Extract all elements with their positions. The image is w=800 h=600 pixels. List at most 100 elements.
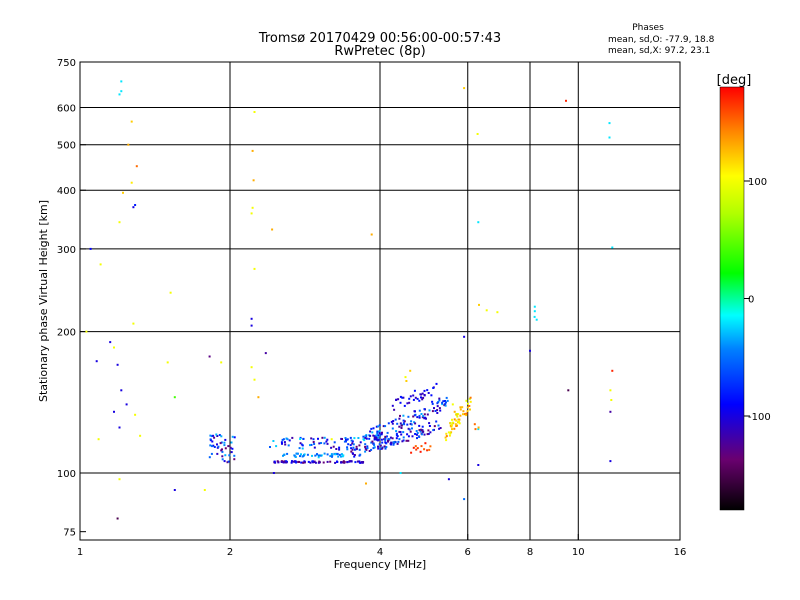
data-point	[311, 460, 314, 463]
data-point	[298, 447, 301, 450]
data-point	[409, 430, 412, 433]
data-point	[253, 267, 256, 270]
data-point	[228, 454, 231, 457]
data-point	[351, 440, 354, 443]
data-point	[406, 423, 409, 426]
data-point	[346, 438, 349, 441]
data-point	[533, 310, 536, 313]
y-tick-label: 400	[57, 186, 76, 197]
data-point	[351, 452, 354, 455]
data-point	[291, 436, 294, 439]
data-point	[395, 430, 398, 433]
data-point	[431, 402, 434, 405]
data-point	[317, 437, 319, 440]
data-point	[369, 430, 372, 433]
data-point	[233, 458, 236, 461]
data-point	[364, 450, 367, 453]
data-point	[294, 460, 297, 463]
data-point	[414, 396, 417, 399]
data-point	[456, 415, 459, 418]
data-point	[402, 396, 405, 399]
data-point	[402, 419, 405, 422]
data-point	[442, 400, 445, 403]
data-point	[410, 451, 413, 454]
data-point	[478, 303, 480, 306]
data-point	[469, 400, 472, 403]
data-point	[358, 444, 361, 447]
data-point	[338, 453, 341, 456]
data-point	[359, 441, 362, 444]
data-point	[216, 435, 219, 437]
data-point	[412, 394, 415, 397]
data-point	[379, 447, 382, 450]
data-point	[445, 401, 447, 404]
data-point	[118, 93, 121, 96]
data-point	[169, 291, 172, 294]
data-point	[533, 305, 536, 308]
data-point	[221, 455, 224, 458]
data-point	[422, 415, 425, 418]
data-point	[436, 409, 439, 412]
data-point	[419, 430, 422, 433]
data-point	[273, 460, 276, 463]
data-point	[608, 136, 611, 139]
data-point	[444, 404, 447, 407]
data-point	[379, 434, 382, 437]
data-point	[223, 444, 226, 447]
colorbar-ticks: -100 0 100	[744, 177, 771, 423]
data-point	[364, 436, 367, 439]
data-point	[330, 446, 333, 449]
data-point	[358, 448, 361, 451]
data-point	[300, 461, 303, 464]
data-point	[346, 461, 349, 464]
data-point	[386, 435, 388, 438]
data-point	[422, 396, 425, 399]
data-point	[322, 461, 325, 464]
data-point	[139, 434, 142, 437]
data-point	[450, 424, 453, 427]
data-point	[314, 461, 317, 464]
data-point	[395, 399, 398, 401]
data-point	[286, 452, 289, 455]
data-point	[217, 445, 220, 448]
data-point	[445, 432, 448, 435]
data-point	[313, 446, 316, 449]
data-point	[375, 436, 378, 439]
data-point	[209, 438, 212, 441]
data-point	[466, 410, 469, 413]
data-point	[465, 412, 468, 415]
data-point	[394, 441, 397, 444]
data-point	[360, 461, 363, 464]
data-point	[390, 420, 393, 423]
data-point	[421, 425, 424, 428]
data-point	[463, 498, 466, 501]
data-point	[113, 410, 115, 413]
data-point	[299, 455, 301, 458]
data-point	[413, 389, 416, 392]
data-point	[409, 369, 412, 372]
data-point	[132, 322, 135, 325]
data-point	[231, 435, 234, 438]
data-point	[447, 431, 450, 434]
data-point	[423, 448, 426, 451]
data-point	[276, 460, 279, 463]
data-point	[420, 396, 422, 399]
data-point	[397, 398, 400, 401]
data-point	[392, 420, 395, 422]
data-point	[375, 434, 378, 437]
data-point	[227, 445, 230, 448]
data-point	[432, 387, 435, 389]
x-tick-label: 1	[77, 547, 83, 558]
data-point	[420, 445, 423, 448]
colorbar-tick-label: -100	[748, 412, 771, 423]
data-point	[387, 440, 389, 443]
data-point	[408, 428, 411, 431]
data-point	[370, 427, 373, 430]
data-point	[445, 396, 448, 399]
data-point	[423, 389, 426, 392]
data-point	[402, 436, 405, 439]
data-point	[340, 455, 342, 458]
data-point	[337, 455, 340, 458]
data-point	[216, 443, 218, 446]
data-point	[458, 422, 461, 425]
